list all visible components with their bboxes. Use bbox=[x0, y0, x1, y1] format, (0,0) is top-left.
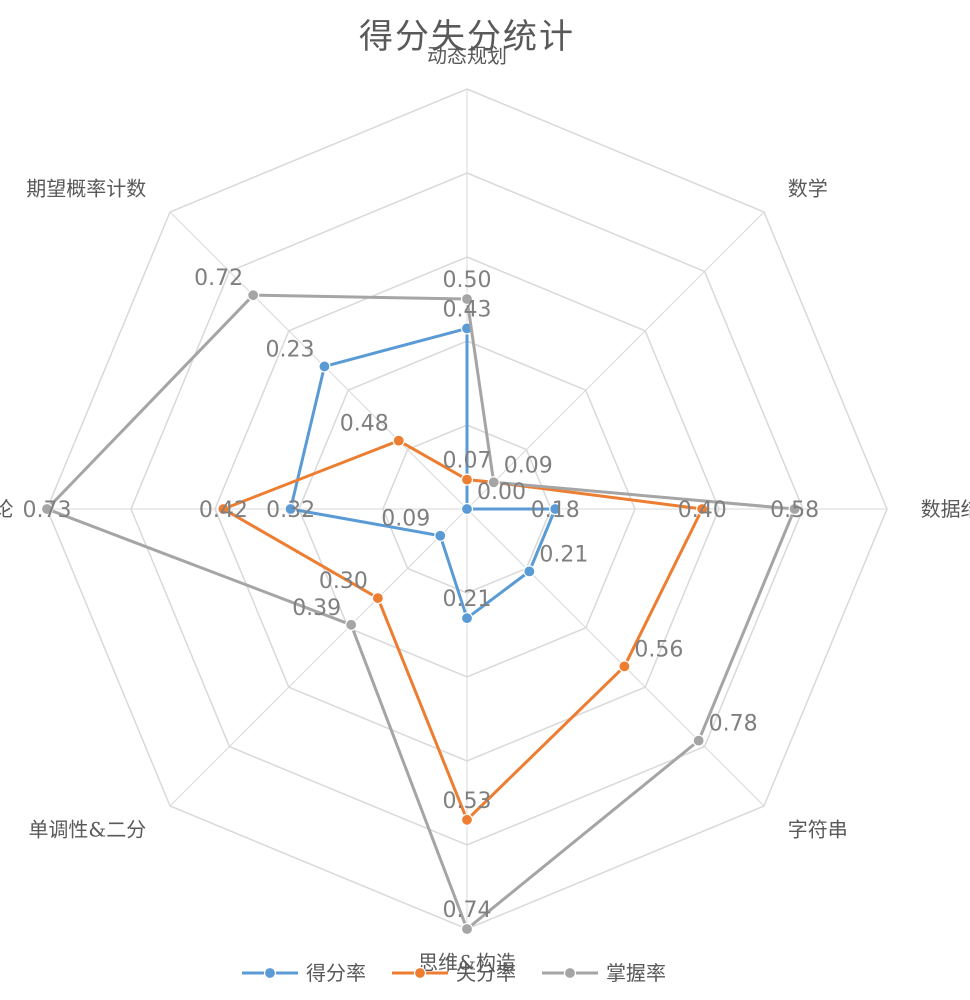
series-1-point-7 bbox=[392, 434, 405, 447]
data-label: 0.56 bbox=[634, 637, 683, 662]
series-0-point-3 bbox=[523, 565, 536, 578]
legend-marker-1 bbox=[413, 966, 427, 980]
legend: 得分率 失分率 掌握率 bbox=[242, 961, 666, 985]
series-2-point-0 bbox=[460, 292, 474, 306]
series-0-point-6 bbox=[284, 502, 297, 516]
data-label: 0.18 bbox=[531, 498, 580, 523]
series-0-point-4 bbox=[460, 612, 474, 625]
data-label: 0.42 bbox=[199, 498, 248, 523]
series-1-point-4 bbox=[460, 813, 474, 826]
chart-title: 得分失分统计 bbox=[359, 17, 575, 57]
category-label-2: 数据结构 bbox=[921, 497, 970, 521]
data-label: 0.09 bbox=[381, 507, 430, 532]
series-2-point-5 bbox=[345, 618, 358, 631]
series-1-point-0 bbox=[460, 473, 474, 486]
series-1-point-2 bbox=[696, 502, 709, 516]
data-label: 0.40 bbox=[678, 498, 727, 523]
legend-label-2: 掌握率 bbox=[606, 961, 666, 985]
data-label: 0.53 bbox=[443, 789, 492, 814]
legend-marker-2 bbox=[563, 966, 577, 980]
category-label-3: 字符串 bbox=[788, 818, 848, 842]
series-0-point-2 bbox=[549, 502, 562, 516]
series-1-point-3 bbox=[618, 660, 631, 673]
data-label: 0.32 bbox=[266, 498, 315, 523]
category-label-4: 思维&构造 bbox=[418, 951, 516, 975]
legend-label-0: 得分率 bbox=[306, 961, 366, 985]
series-2-point-6 bbox=[40, 502, 54, 516]
data-label: 0.50 bbox=[443, 268, 492, 293]
data-label: 0.48 bbox=[340, 412, 389, 437]
series-0-point-7 bbox=[318, 360, 331, 373]
data-label: 0.74 bbox=[443, 898, 492, 923]
grid-spoke-1 bbox=[466, 211, 765, 510]
grid-spoke-3 bbox=[466, 508, 765, 807]
category-labels: 动态规划数学数据结构字符串思维&构造 单调性&二分 图论 期望概率计数 bbox=[0, 43, 970, 974]
grid-spoke-5 bbox=[169, 508, 468, 807]
data-labels: 0.500.430.07 0.090.000.18 0.40 0.580.210.56… bbox=[23, 266, 820, 923]
data-label: 0.30 bbox=[319, 569, 368, 594]
data-label: 0.72 bbox=[194, 266, 243, 291]
category-label-1: 数学 bbox=[788, 176, 828, 200]
series-1-point-6 bbox=[217, 502, 230, 516]
series-2-point-7 bbox=[247, 289, 260, 302]
data-label: 0.21 bbox=[539, 542, 588, 567]
data-label: 0.21 bbox=[443, 587, 492, 612]
radar-series bbox=[40, 289, 801, 936]
legend-label-1: 失分率 bbox=[456, 961, 516, 985]
series-0-point-1 bbox=[460, 502, 474, 516]
data-label: 0.23 bbox=[265, 337, 314, 362]
grid-spoke-7 bbox=[169, 211, 468, 510]
category-label-0: 动态规划 bbox=[427, 43, 507, 67]
category-label-5: 单调性&二分 bbox=[28, 818, 146, 842]
category-label-7: 期望概率计数 bbox=[26, 176, 146, 200]
series-2-point-4 bbox=[460, 922, 474, 936]
legend-marker-0 bbox=[263, 966, 277, 980]
data-label: 0.00 bbox=[477, 480, 526, 505]
series-line-2 bbox=[45, 293, 797, 931]
data-label: 0.58 bbox=[770, 498, 819, 523]
series-2-point-3 bbox=[692, 734, 705, 747]
data-label: 0.43 bbox=[443, 297, 492, 322]
series-2-point-2 bbox=[788, 502, 801, 516]
series-1-point-5 bbox=[371, 591, 385, 605]
data-label: 0.39 bbox=[292, 596, 341, 621]
data-label: 0.73 bbox=[23, 498, 72, 523]
series-2-point-1 bbox=[487, 476, 500, 489]
data-label: 0.78 bbox=[709, 712, 758, 737]
category-label-6: 图论 bbox=[0, 497, 13, 521]
series-0-point-5 bbox=[434, 529, 447, 542]
data-label: 0.09 bbox=[504, 453, 553, 478]
data-label: 0.07 bbox=[443, 449, 492, 474]
